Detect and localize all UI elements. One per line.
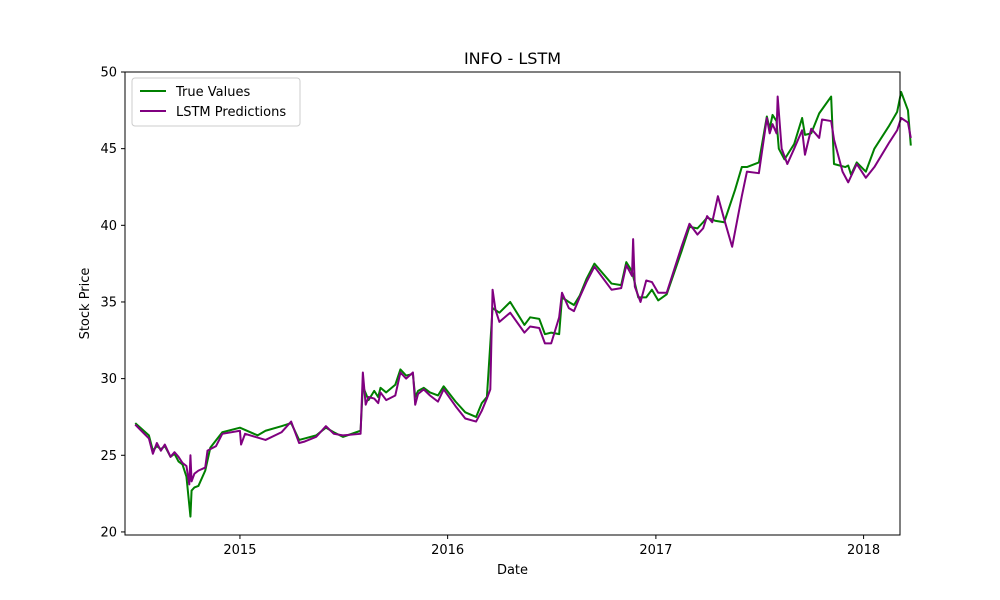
y-tick-label: 35	[100, 295, 117, 310]
plot-frame	[124, 71, 901, 536]
x-axis-title: Date	[497, 563, 528, 578]
y-axis-title: Stock Price	[78, 268, 93, 340]
y-tick-label: 40	[100, 219, 117, 234]
plot-content	[134, 90, 912, 518]
y-tick-label: 45	[100, 142, 117, 157]
legend-label-true-values: True Values	[175, 85, 250, 100]
chart-title: INFO - LSTM	[464, 49, 561, 68]
legend-box	[131, 77, 301, 127]
x-tick-label: 2016	[431, 543, 464, 558]
y-tick-label: 25	[100, 449, 117, 464]
x-tick-label: 2015	[223, 543, 256, 558]
legend-label-lstm-predictions: LSTM Predictions	[176, 105, 286, 120]
y-tick-label: 20	[100, 525, 117, 540]
series-line-lstm-predictions	[134, 95, 912, 486]
series-line-true-values	[134, 90, 912, 518]
x-tick-label: 2017	[639, 543, 672, 558]
x-axis: 2015 2016 2017 2018	[223, 535, 880, 558]
y-tick-label: 30	[100, 372, 117, 387]
y-tick-label: 50	[100, 66, 117, 81]
legend: True Values LSTM Predictions	[131, 77, 301, 127]
x-tick-label: 2018	[847, 543, 880, 558]
y-axis: 20 25 30 35 40 45 50	[100, 66, 125, 540]
